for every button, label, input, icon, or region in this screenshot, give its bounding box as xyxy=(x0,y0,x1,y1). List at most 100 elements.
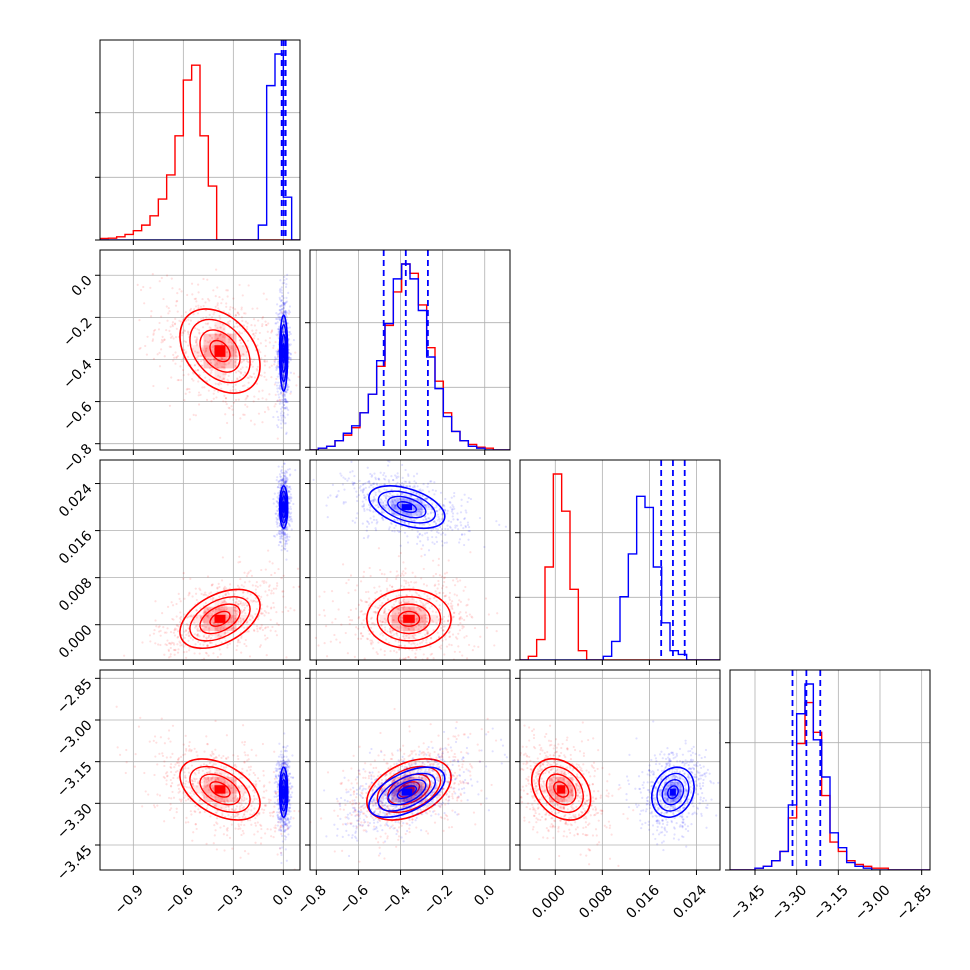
scatter-point xyxy=(233,815,237,818)
scatter-point xyxy=(380,593,383,596)
scatter-point xyxy=(285,470,288,473)
scatter-point xyxy=(430,480,433,483)
scatter-point xyxy=(455,577,458,580)
scatter-point xyxy=(362,482,365,486)
scatter-point xyxy=(222,595,225,598)
scatter-point xyxy=(417,594,420,597)
scatter-point xyxy=(417,623,420,627)
scatter-point xyxy=(292,817,295,820)
scatter-point xyxy=(373,586,376,589)
scatter-point xyxy=(427,505,430,508)
contour-red xyxy=(209,339,231,363)
scatter-point xyxy=(424,497,428,500)
scatter-point xyxy=(439,491,443,494)
scatter-point xyxy=(249,768,252,771)
scatter-point xyxy=(209,769,212,773)
scatter-point xyxy=(287,361,291,364)
scatter-point xyxy=(275,368,278,371)
scatter-point xyxy=(202,657,206,660)
scatter-point xyxy=(197,304,200,307)
scatter-point xyxy=(391,634,394,638)
scatter-point xyxy=(402,599,405,603)
scatter-point xyxy=(206,297,210,301)
scatter-point xyxy=(282,482,285,485)
scatter-point xyxy=(423,504,427,507)
scatter-point xyxy=(284,544,287,548)
scatter-point xyxy=(211,597,214,600)
scatter-point xyxy=(412,586,415,589)
scatter-point xyxy=(382,612,386,615)
density-cell xyxy=(414,606,427,615)
scatter-point xyxy=(217,777,220,781)
scatter-point xyxy=(202,277,205,281)
scatter-point xyxy=(209,358,212,362)
scatter-point xyxy=(201,364,204,367)
scatter-point xyxy=(286,549,289,553)
scatter-point xyxy=(459,579,462,582)
scatter-point xyxy=(431,502,434,505)
scatter-point xyxy=(399,497,402,501)
scatter-point xyxy=(257,319,260,322)
scatter-point xyxy=(177,764,181,767)
scatter-point xyxy=(209,661,211,663)
scatter-point xyxy=(234,348,238,351)
scatter-point xyxy=(208,767,211,770)
scatter-point xyxy=(206,742,209,746)
scatter-point xyxy=(282,392,286,396)
scatter-point xyxy=(287,338,291,341)
scatter-point xyxy=(248,618,251,621)
scatter-point xyxy=(178,319,181,322)
scatter-point xyxy=(356,512,359,515)
scatter-point xyxy=(227,800,230,803)
scatter-point xyxy=(207,770,211,774)
scatter-point xyxy=(289,359,292,362)
scatter-point xyxy=(459,521,462,524)
scatter-point xyxy=(243,384,246,387)
scatter-point xyxy=(254,822,257,825)
scatter-point xyxy=(287,497,291,501)
scatter-point xyxy=(423,497,427,500)
scatter-point xyxy=(443,576,446,579)
scatter-point xyxy=(288,485,292,488)
scatter-point xyxy=(421,636,424,639)
scatter-point xyxy=(282,376,285,379)
scatter-point xyxy=(286,273,289,276)
scatter-point xyxy=(230,808,234,811)
scatter-point xyxy=(264,568,267,571)
scatter-point xyxy=(195,344,198,347)
scatter-point xyxy=(285,528,288,531)
scatter-point xyxy=(211,610,215,613)
scatter-point xyxy=(223,849,226,852)
scatter-point xyxy=(202,611,205,614)
scatter-point xyxy=(395,632,398,635)
scatter-point xyxy=(228,320,232,323)
scatter-point xyxy=(410,594,414,597)
scatter-point xyxy=(422,583,426,586)
scatter-point xyxy=(243,626,246,629)
scatter-point xyxy=(197,355,200,358)
scatter-point xyxy=(283,462,286,465)
scatter-point xyxy=(208,341,211,344)
scatter-point xyxy=(404,518,407,521)
scatter-point xyxy=(359,485,362,488)
scatter-point xyxy=(218,295,221,299)
scatter-point xyxy=(413,581,416,584)
scatter-point xyxy=(187,634,190,638)
scatter-point xyxy=(406,541,410,544)
scatter-point xyxy=(370,484,373,487)
scatter-point xyxy=(247,381,250,384)
scatter-point xyxy=(331,600,334,603)
scatter-point xyxy=(179,800,183,803)
scatter-point xyxy=(246,376,249,379)
scatter-point xyxy=(226,289,229,292)
scatter-point xyxy=(347,615,350,619)
scatter-point xyxy=(203,610,206,613)
scatter-point xyxy=(199,360,203,363)
scatter-point xyxy=(419,540,422,543)
scatter-point xyxy=(158,351,161,354)
scatter-point xyxy=(250,376,253,379)
scatter-point xyxy=(285,528,288,532)
scatter-point xyxy=(233,809,237,812)
scatter-point xyxy=(158,625,161,628)
scatter-point xyxy=(285,485,289,488)
